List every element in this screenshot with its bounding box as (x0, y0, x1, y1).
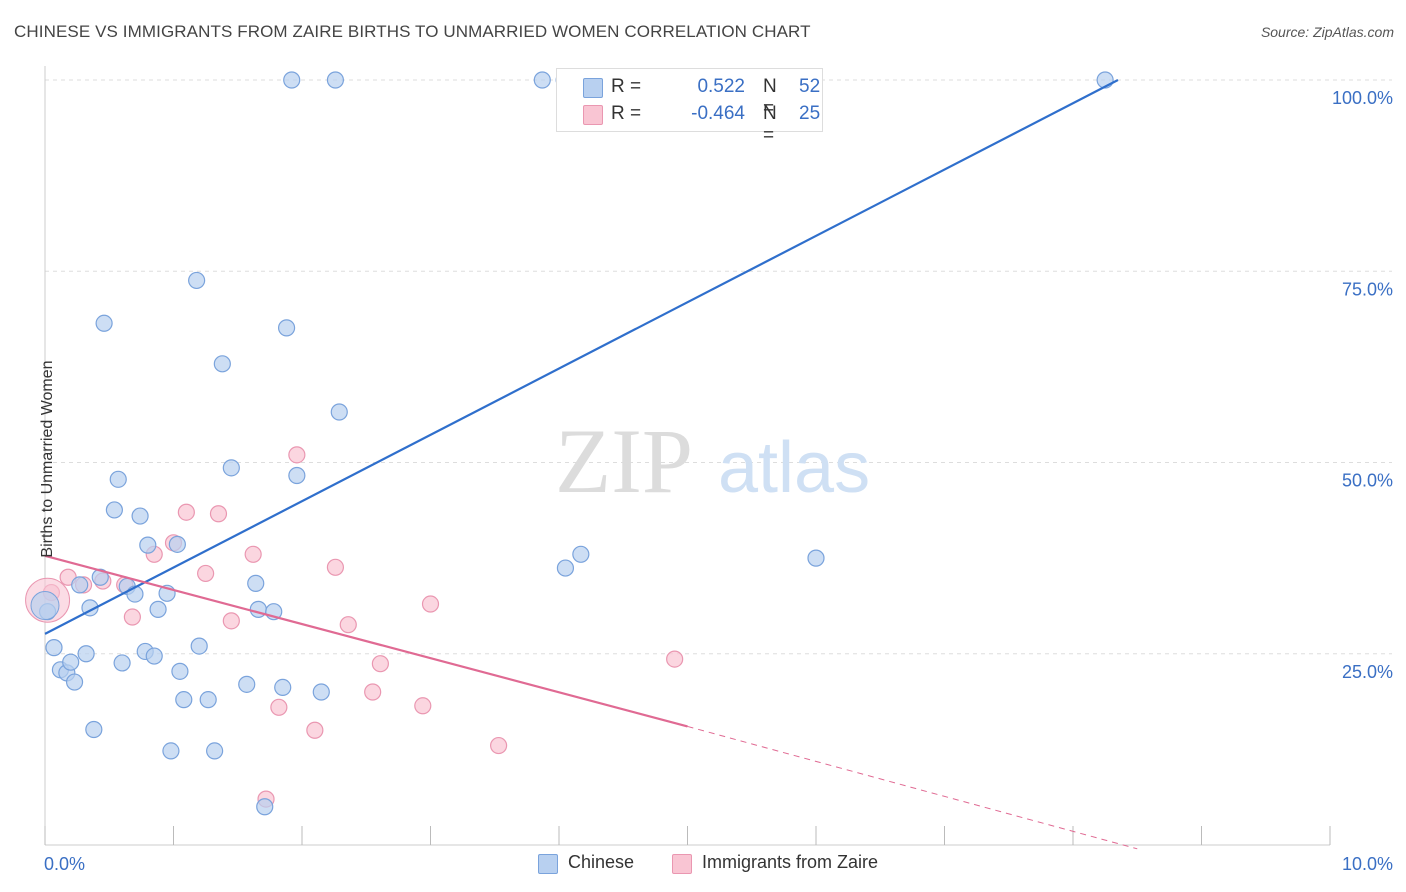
legend-r-label: R = (611, 76, 642, 97)
zaire-point (364, 683, 382, 701)
chinese-point (213, 355, 231, 373)
x-tick-label: 10.0% (1342, 854, 1393, 874)
zaire-point (339, 616, 357, 634)
legend-r-value: 0.522 (697, 76, 745, 97)
chinese-point (533, 71, 551, 89)
legend-n-value: 25 (799, 103, 821, 124)
tick-labels: 25.0% 50.0% 75.0% 100.0% 0.0% 10.0% (44, 88, 1393, 874)
chinese-point (109, 470, 127, 488)
legend-n-value: 52 (799, 76, 821, 97)
legend-n-label: N = (763, 76, 777, 119)
y-tick-label: 25.0% (1342, 662, 1393, 682)
chinese-point (222, 459, 240, 477)
zaire-point (371, 655, 389, 673)
chinese-point (206, 742, 224, 760)
chinese-point (807, 549, 825, 567)
zaire-point (270, 698, 288, 716)
zaire-point (244, 545, 262, 563)
chinese-point (188, 271, 206, 290)
chinese-point-cluster (30, 591, 60, 621)
chinese-point (256, 798, 274, 816)
chinese-point (162, 742, 180, 760)
chinese-point (145, 647, 163, 665)
chinese-point (168, 535, 186, 553)
y-tick-label: 75.0% (1342, 279, 1393, 299)
legend-n-label: N = (763, 103, 777, 146)
y-tick-label: 50.0% (1342, 471, 1393, 491)
chinese-point (199, 691, 217, 709)
zaire-point (326, 558, 345, 576)
chinese-point (171, 662, 189, 680)
watermark-zip: ZIP (555, 410, 693, 512)
zaire-point (421, 595, 440, 613)
chinese-point (556, 559, 575, 577)
legend-label-zaire: Immigrants from Zaire (702, 852, 879, 872)
chinese-point (71, 576, 89, 594)
legend-r-label: R = (611, 103, 642, 124)
y-axis-label: Births to Unmarried Women (39, 360, 56, 558)
chinese-point (149, 600, 167, 618)
chinese-point (65, 673, 84, 691)
chinese-point (247, 574, 265, 592)
chinese-point (288, 466, 306, 485)
chinese-point (85, 720, 103, 739)
legend-swatch-chinese (583, 78, 603, 98)
gridlines (45, 79, 1392, 655)
chinese-point (62, 653, 80, 671)
legend-label-chinese: Chinese (568, 852, 635, 872)
zaire-point (197, 564, 215, 583)
zaire-point (123, 608, 141, 626)
chinese-point (572, 545, 590, 563)
chinese-point (45, 639, 63, 657)
chart-source: Source: ZipAtlas.com (1260, 24, 1394, 40)
axes (44, 66, 1331, 846)
chinese-point (283, 71, 301, 89)
chinese-trend-line (44, 79, 1119, 635)
legend-swatch-zaire (672, 854, 692, 874)
zaire-point (306, 721, 324, 739)
chinese-point (131, 507, 149, 525)
zaire-point (490, 736, 508, 755)
chinese-point (274, 678, 292, 697)
zaire-trend-line (44, 554, 688, 728)
chinese-point (113, 654, 131, 672)
trend-lines (44, 79, 1138, 850)
legend-swatch-chinese (538, 854, 558, 874)
chinese-point (277, 319, 296, 337)
chinese-point (238, 675, 256, 693)
watermark-atlas: atlas (718, 428, 870, 508)
legend-box: R = 0.522 N = 52 R = -0.464 N = 25 (556, 68, 823, 146)
chinese-point (95, 314, 113, 332)
zaire-point (177, 503, 195, 521)
chinese-point (91, 568, 109, 586)
chinese-point (77, 645, 95, 663)
zaire-point (666, 650, 684, 668)
chinese-point (312, 683, 330, 701)
chinese-point (105, 501, 123, 519)
chinese-point (175, 691, 193, 709)
legend-r-value: -0.464 (691, 103, 745, 124)
chinese-point (139, 536, 157, 554)
chinese-point (326, 71, 345, 89)
chinese-point (190, 637, 208, 655)
chinese-point (330, 403, 348, 421)
legend-swatch-zaire (583, 105, 603, 125)
zaire-point (288, 446, 306, 464)
y-tick-label: 100.0% (1332, 88, 1393, 108)
zaire-point (414, 697, 432, 715)
x-tick-label: 0.0% (44, 854, 85, 874)
chart-title: CHINESE VS IMMIGRANTS FROM ZAIRE BIRTHS … (14, 22, 811, 41)
zaire-point (222, 612, 240, 630)
zaire-trend-extension (687, 725, 1138, 850)
zaire-point (209, 505, 228, 523)
